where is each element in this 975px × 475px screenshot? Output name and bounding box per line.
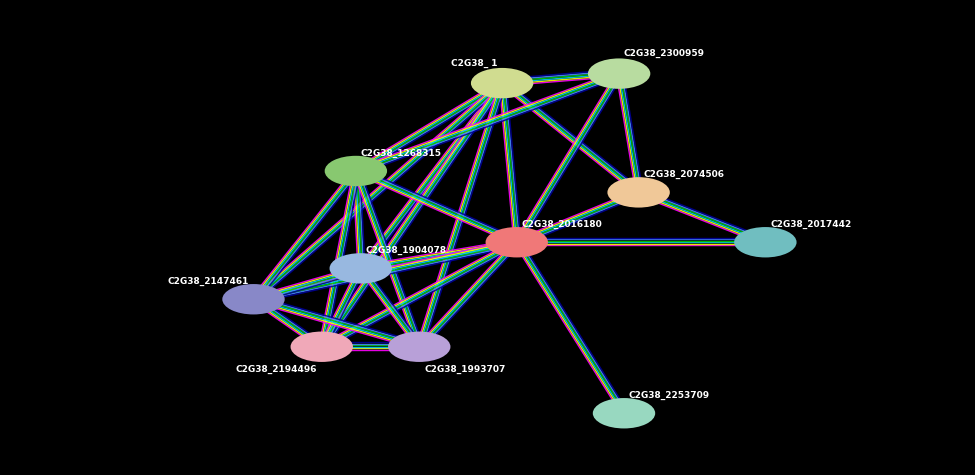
Text: C2G38_2016180: C2G38_2016180 [522, 219, 603, 229]
Circle shape [593, 398, 655, 428]
Circle shape [388, 332, 450, 362]
Circle shape [222, 284, 285, 314]
Text: C2G38_2147461: C2G38_2147461 [168, 276, 249, 286]
Text: C2G38_1993707: C2G38_1993707 [424, 365, 505, 374]
Circle shape [471, 68, 533, 98]
Text: C2G38_2194496: C2G38_2194496 [235, 365, 317, 374]
Text: C2G38_2017442: C2G38_2017442 [770, 219, 851, 229]
Text: C2G38_1904078: C2G38_1904078 [366, 246, 447, 255]
Text: C2G38_2300959: C2G38_2300959 [624, 49, 705, 58]
Circle shape [588, 58, 650, 89]
Circle shape [486, 227, 548, 257]
Circle shape [325, 156, 387, 186]
Text: C2G38_2253709: C2G38_2253709 [629, 390, 710, 400]
Text: C2G38_ 1: C2G38_ 1 [450, 58, 497, 68]
Circle shape [330, 253, 392, 284]
Circle shape [734, 227, 797, 257]
Circle shape [291, 332, 353, 362]
Text: C2G38_2074506: C2G38_2074506 [644, 170, 724, 179]
Text: C2G38_1268315: C2G38_1268315 [361, 148, 442, 158]
Circle shape [607, 177, 670, 208]
